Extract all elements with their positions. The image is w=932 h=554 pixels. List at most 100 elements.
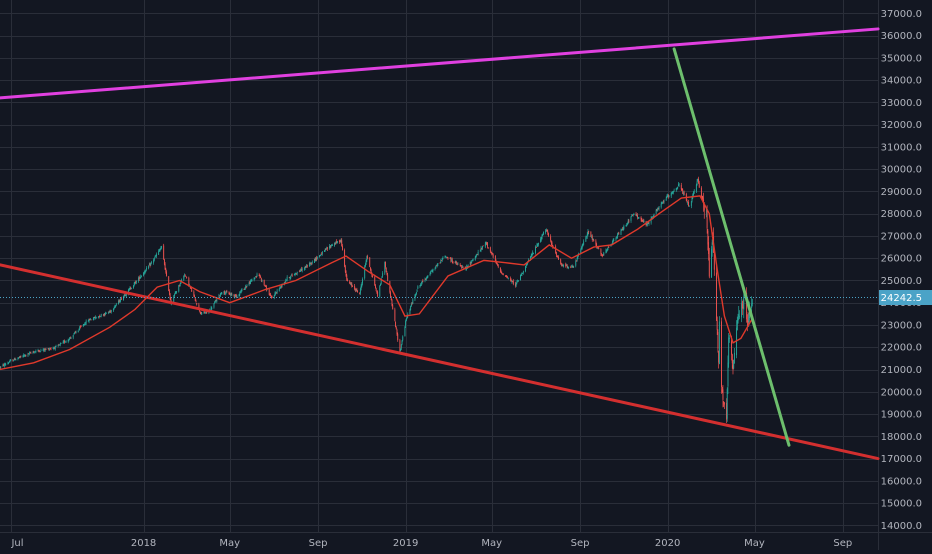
candle-body[interactable] [476,256,477,258]
candle-body[interactable] [731,340,732,355]
candle-body[interactable] [628,221,629,222]
candle-body[interactable] [178,285,179,291]
candle-body[interactable] [146,268,147,270]
candle-body[interactable] [437,263,438,264]
candle-body[interactable] [592,236,593,240]
candle-body[interactable] [409,309,410,314]
candle-body[interactable] [442,258,443,259]
candle-body[interactable] [691,201,692,206]
candle-body[interactable] [45,349,46,350]
candle-body[interactable] [241,289,242,291]
candle-body[interactable] [709,258,710,277]
candle-body[interactable] [689,206,690,207]
candle-body[interactable] [656,210,657,211]
candle-body[interactable] [391,298,392,300]
candle-body[interactable] [717,332,718,349]
candle-body[interactable] [20,356,21,357]
candle-body[interactable] [728,363,729,387]
candle-body[interactable] [380,284,381,286]
candle-body[interactable] [294,274,295,275]
candle-body[interactable] [131,288,132,289]
candle-body[interactable] [322,252,323,254]
candle-body[interactable] [213,303,214,307]
candle-body[interactable] [590,232,591,237]
candle-body[interactable] [396,327,397,329]
candle-body[interactable] [115,305,116,307]
candle-body[interactable] [116,304,117,305]
candle-body[interactable] [547,230,548,232]
candle-body[interactable] [603,253,604,256]
candle-body[interactable] [503,274,504,276]
candle-body[interactable] [387,273,388,275]
candle-body[interactable] [327,247,328,248]
candle-body[interactable] [163,245,164,259]
candle-body[interactable] [201,313,202,315]
candle-body[interactable] [523,271,524,273]
candle-body[interactable] [471,261,472,263]
candle-body[interactable] [96,317,97,318]
candle-body[interactable] [121,299,122,300]
candle-body[interactable] [78,330,79,332]
candle-body[interactable] [501,273,502,274]
candle-body[interactable] [698,179,699,183]
candle-body[interactable] [91,320,92,321]
candle-body[interactable] [386,268,387,272]
candle-body[interactable] [133,285,134,288]
candle-body[interactable] [270,295,271,296]
candle-body[interactable] [601,254,602,255]
candle-body[interactable] [175,292,176,294]
candle-body[interactable] [734,353,735,363]
candle-body[interactable] [166,272,167,276]
candle-body[interactable] [0,366,1,367]
candle-body[interactable] [205,313,206,314]
candle-body[interactable] [9,362,10,363]
candle-body[interactable] [522,273,523,274]
candle-body[interactable] [550,236,551,240]
candle-body[interactable] [100,316,101,317]
candle-body[interactable] [321,254,322,255]
candle-body[interactable] [674,191,675,192]
candle-body[interactable] [40,350,41,351]
candle-body[interactable] [463,267,464,268]
candle-body[interactable] [568,267,569,268]
candle-body[interactable] [453,262,454,263]
candle-body[interactable] [272,297,273,298]
candle-body[interactable] [341,240,342,246]
candle-body[interactable] [111,310,112,312]
candle-body[interactable] [558,257,559,259]
candle-body[interactable] [588,231,589,232]
candle-body[interactable] [402,341,403,345]
candle-body[interactable] [654,214,655,216]
candle-body[interactable] [618,234,619,235]
candle-body[interactable] [98,317,99,318]
candle-body[interactable] [390,292,391,297]
candle-body[interactable] [548,233,549,236]
candle-body[interactable] [623,229,624,230]
candle-body[interactable] [397,330,398,334]
candle-body[interactable] [694,191,695,193]
candle-body[interactable] [516,283,517,286]
candle-body[interactable] [361,284,362,287]
candle-body[interactable] [677,188,678,189]
candle-body[interactable] [699,183,700,188]
candle-body[interactable] [310,262,311,265]
candle-body[interactable] [165,264,166,269]
candle-body[interactable] [277,291,278,293]
candle-body[interactable] [637,215,638,217]
candle-body[interactable] [538,243,539,245]
candle-body[interactable] [292,275,293,276]
candle-body[interactable] [83,325,84,326]
candle-body[interactable] [437,265,438,267]
candle-body[interactable] [752,303,753,304]
candle-body[interactable] [460,265,461,266]
candle-body[interactable] [593,240,594,241]
candle-body[interactable] [430,271,431,274]
candle-body[interactable] [220,294,221,297]
candle-body[interactable] [68,340,69,341]
candle-body[interactable] [404,327,405,337]
candle-body[interactable] [495,256,496,261]
candle-body[interactable] [153,260,154,263]
candle-body[interactable] [150,263,151,265]
candle-body[interactable] [395,322,396,327]
candle-body[interactable] [262,280,263,281]
